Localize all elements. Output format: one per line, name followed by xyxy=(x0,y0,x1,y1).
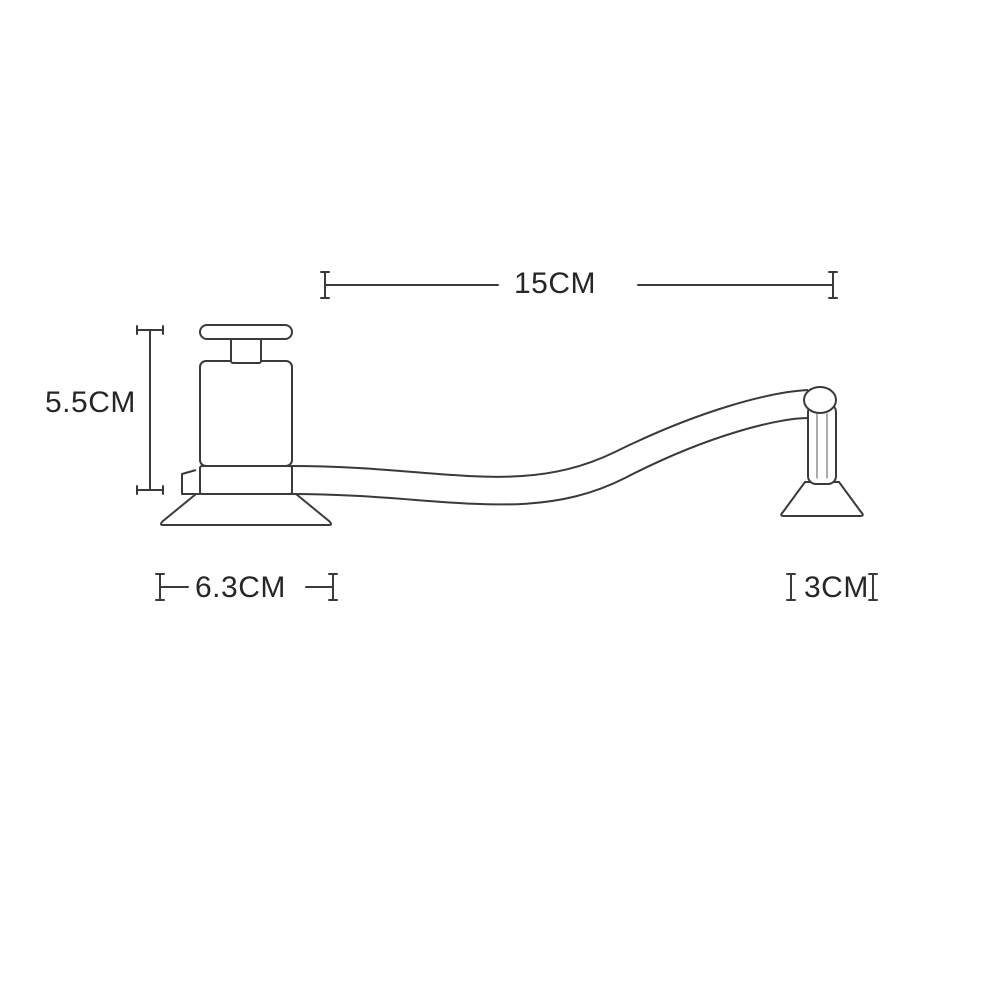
dimension-diagram: 15CM 5.5CM 6.3CM 3CM xyxy=(0,0,1001,1001)
dim-body-height xyxy=(137,326,163,494)
body-cap xyxy=(200,325,292,339)
end-joint xyxy=(804,387,836,413)
body-clip xyxy=(182,470,200,494)
label-body-height: 5.5CM xyxy=(45,386,136,419)
body-neck xyxy=(231,337,261,363)
label-base-width: 6.3CM xyxy=(195,571,286,604)
suction-cup xyxy=(781,482,863,516)
body-barrel xyxy=(200,361,292,466)
label-arm-length: 15CM xyxy=(514,267,596,300)
body-band xyxy=(200,466,292,494)
end-stem xyxy=(808,404,836,484)
hose-fill xyxy=(292,390,808,504)
body-base-cone xyxy=(161,494,331,525)
label-sucker-width: 3CM xyxy=(804,571,869,604)
